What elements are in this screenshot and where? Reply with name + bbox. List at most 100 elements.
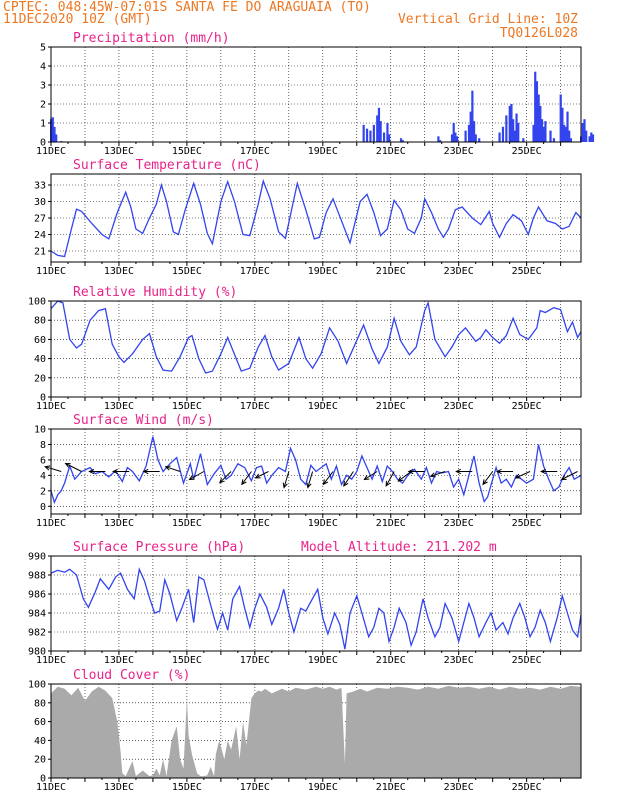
precip-bar (478, 138, 481, 142)
cloud-date-label: 25DEC (512, 782, 542, 793)
wind-arrow (322, 471, 334, 485)
precip-bar (559, 94, 562, 142)
precip-bar (522, 138, 525, 142)
precip-frame (50, 46, 582, 143)
rh-title: Relative Humidity (%) (73, 285, 237, 300)
wind-arrow (430, 471, 446, 477)
wind-arrow (364, 471, 378, 480)
precip-bar (510, 104, 513, 142)
wind-date-label: 15DEC (172, 518, 202, 529)
wind-arrow (561, 471, 578, 480)
wind-arrow-head (219, 477, 225, 484)
precip-bar (515, 113, 518, 142)
pres-panel: Surface Pressure (hPa) Model Altitude: 21… (28, 540, 582, 666)
precip-bar (588, 136, 591, 142)
wind-arrow-head (407, 468, 414, 475)
precip-bar (517, 123, 520, 142)
cloud-date-label: 19DEC (308, 782, 338, 793)
precip-bar (569, 138, 573, 142)
cloud-ytick-label: 100 (28, 680, 46, 691)
header: CPTEC: 048:45W-07:01S SANTA FE DO ARAGUA… (3, 0, 578, 41)
cloud-date-label: 21DEC (376, 782, 406, 793)
wind-arrow-head (88, 468, 95, 475)
precip-bar (386, 123, 389, 142)
precip-bar (552, 138, 556, 142)
cloud-ytick-label: 20 (34, 755, 46, 766)
rh-date-label: 15DEC (172, 401, 202, 412)
rh-date-label: 19DEC (308, 401, 338, 412)
pres-ytick-label: 990 (28, 552, 46, 563)
wind-arrow-head (64, 462, 71, 468)
precip-bar (540, 119, 544, 142)
wind-arrow (515, 471, 531, 479)
precip-bar (505, 115, 508, 142)
wind-date-label: 13DEC (104, 518, 134, 529)
temp-date-label: 15DEC (172, 266, 202, 277)
rh-ytick-label: 60 (34, 335, 46, 346)
precip-bar (469, 111, 472, 142)
wind-frame (50, 428, 582, 515)
wind-arrow-head (363, 475, 370, 481)
temp-line (50, 178, 582, 258)
wind-arrow-head (164, 465, 171, 471)
rh-ytick-label: 20 (34, 373, 46, 384)
cloud-date-label: 15DEC (172, 782, 202, 793)
wind-arrow (241, 471, 252, 485)
precip-date-label: 19DEC (308, 146, 338, 157)
precip-bar (542, 126, 545, 142)
precip-date-label: 15DEC (172, 146, 202, 157)
wind-arrow-head (397, 476, 404, 482)
header-location: CPTEC: 048:45W-07:01S SANTA FE DO ARAGUA… (3, 0, 371, 15)
temp-ytick-label: 27 (34, 214, 46, 225)
precip-bar (549, 130, 552, 142)
wind-arrow-head (188, 475, 195, 481)
precip-bar (53, 126, 56, 142)
precip-bar (439, 140, 442, 142)
precip-bar (532, 124, 535, 142)
rh-date-label: 13DEC (104, 401, 134, 412)
precip-bar (566, 111, 569, 142)
precip-bar (51, 117, 54, 142)
precip-bar (454, 132, 457, 142)
pres-date-label: 13DEC (104, 655, 134, 666)
pres-title: Surface Pressure (hPa) (73, 540, 245, 555)
temp-ytick-label: 24 (34, 230, 46, 241)
wind-ytick-label: 10 (34, 425, 46, 436)
pres-date-label: 17DEC (240, 655, 270, 666)
wind-arrow (255, 471, 269, 479)
wind-ytick-label: 2 (40, 486, 46, 497)
wind-panel: Surface Wind (m/s) 0 2 4 6 8 10 11DEC 13DEC 15DEC… (34, 413, 582, 529)
wind-arrow-head (254, 473, 261, 479)
pres-ytick-label: 980 (28, 647, 46, 658)
precip-bar (561, 107, 564, 142)
temp-title: Surface Temperature (nC) (73, 158, 261, 173)
wind-arrow-head (482, 479, 488, 486)
wind-arrow-head (322, 479, 329, 486)
cloud-frame (50, 683, 582, 779)
precip-date-label: 23DEC (444, 146, 474, 157)
precip-bar (382, 132, 386, 142)
cloud-date-label: 23DEC (444, 782, 474, 793)
precip-date-label: 21DEC (376, 146, 406, 157)
rh-panel: Relative Humidity (%) 0 20 40 60 80 100 11DEC 13… (28, 285, 582, 412)
rh-ytick-label: 0 (40, 393, 46, 404)
precip-ytick-label: 4 (40, 62, 46, 73)
cloud-date-label: 17DEC (240, 782, 270, 793)
pres-subtitle: Model Altitude: 211.202 m (301, 540, 497, 555)
rh-date-label: 25DEC (512, 401, 542, 412)
precip-bar (563, 124, 566, 142)
precip-bar (464, 130, 467, 142)
pres-ytick-label: 984 (28, 609, 46, 620)
rh-date-label: 17DEC (240, 401, 270, 412)
wind-ytick-label: 8 (40, 440, 46, 451)
pres-date-label: 21DEC (376, 655, 406, 666)
precip-bar (399, 138, 403, 142)
temp-ytick-label: 21 (34, 247, 46, 258)
temp-date-label: 21DEC (376, 266, 406, 277)
wind-date-label: 23DEC (444, 518, 474, 529)
temp-date-label: 23DEC (444, 266, 474, 277)
precip-bar (369, 130, 372, 142)
precip-ytick-label: 2 (40, 100, 46, 111)
wind-arrow-head (455, 468, 462, 475)
precip-bar (55, 134, 58, 142)
